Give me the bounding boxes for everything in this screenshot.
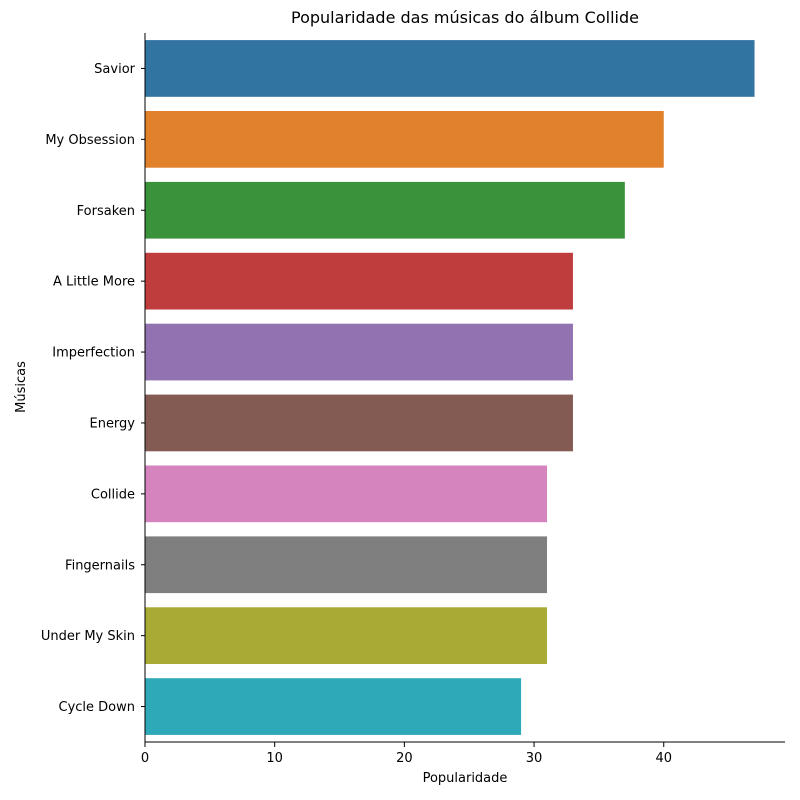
y-tick-label-6: Collide [91,487,135,502]
y-axis-ticks: Savior My Obsession Forsaken A Little More I… [41,62,145,715]
bar-8 [145,607,548,665]
x-tick-label-0: 0 [141,751,149,766]
y-tick-label-5: Energy [89,416,135,431]
y-tick-label-4: Imperfection [52,346,135,361]
bars-group [145,40,755,735]
chart-title: Popularidade das músicas do álbum Collid… [291,8,639,27]
x-tick-label-1: 10 [266,751,283,766]
x-tick-label-4: 40 [655,751,672,766]
y-tick-label-3: A Little More [53,275,135,290]
bar-5 [145,394,573,452]
x-axis-ticks: 0 10 20 30 40 [141,742,672,766]
y-tick-label-9: Cycle Down [59,700,136,715]
y-tick-label-8: Under My Skin [41,629,135,644]
bar-4 [145,323,573,381]
y-tick-label-2: Forsaken [77,204,135,219]
bar-9 [145,678,522,735]
y-tick-label-0: Savior [94,62,135,77]
bar-2 [145,181,625,239]
bar-6 [145,465,548,523]
bar-0 [145,40,755,97]
x-axis-label: Popularidade [423,771,508,786]
bar-7 [145,536,548,594]
y-tick-label-7: Fingernails [65,558,135,573]
y-tick-label-1: My Obsession [45,133,135,148]
x-tick-label-3: 30 [526,751,543,766]
y-axis-label: Músicas [14,361,29,413]
bar-3 [145,252,573,310]
x-tick-label-2: 20 [396,751,413,766]
bar-1 [145,110,664,168]
